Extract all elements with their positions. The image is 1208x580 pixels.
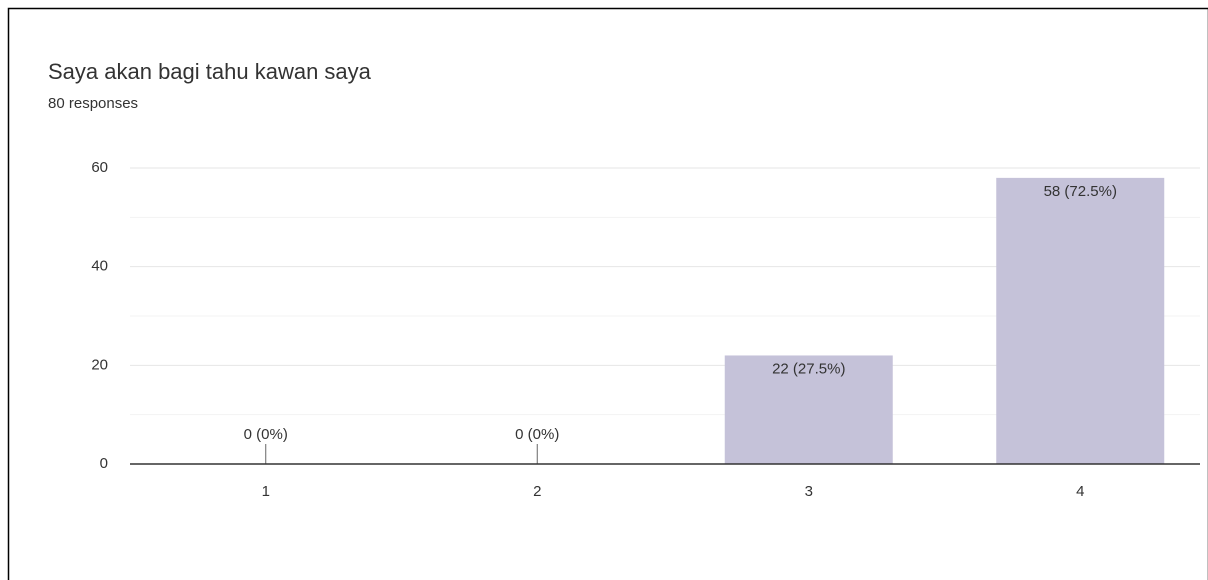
- data-label: 22 (27.5%): [772, 360, 845, 377]
- x-tick-label: 4: [1076, 483, 1084, 500]
- x-tick-label: 3: [805, 483, 813, 500]
- y-tick-label: 40: [91, 258, 108, 275]
- x-tick-label: 2: [533, 483, 541, 500]
- data-label: 0 (0%): [244, 426, 288, 443]
- chart-title: Saya akan bagi tahu kawan saya: [48, 59, 372, 84]
- x-tick-label: 1: [262, 483, 270, 500]
- data-label: 0 (0%): [515, 426, 559, 443]
- data-label: 58 (72.5%): [1044, 183, 1117, 200]
- bar: [724, 355, 893, 464]
- y-tick-label: 20: [91, 356, 108, 373]
- y-tick-label: 60: [91, 159, 108, 176]
- card-border: [7, 7, 1208, 580]
- y-tick-label: 0: [100, 455, 108, 472]
- chart-subtitle: 80 responses: [48, 95, 138, 112]
- bar: [996, 177, 1165, 464]
